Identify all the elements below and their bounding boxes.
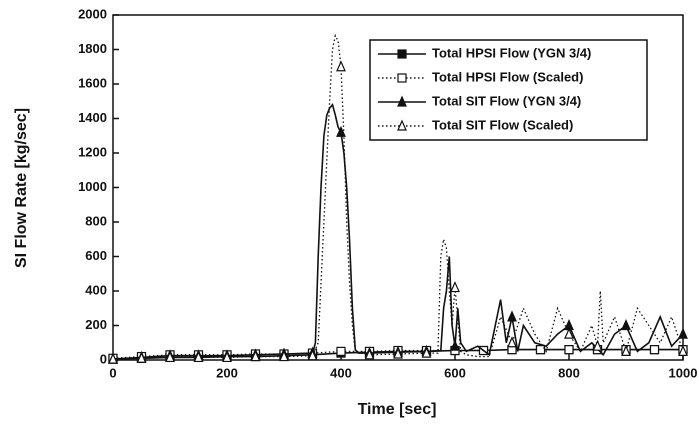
y-tick-label: 600 (85, 248, 107, 263)
x-tick-label: 600 (444, 365, 466, 380)
y-tick-label: 200 (85, 317, 107, 332)
series-line (112, 102, 684, 360)
marker (364, 348, 375, 360)
x-axis-label: Time [sec] (358, 401, 437, 418)
marker (397, 49, 407, 59)
marker (397, 119, 407, 131)
marker (336, 60, 346, 72)
x-tick-label: 800 (558, 365, 580, 380)
marker (535, 345, 546, 355)
marker (397, 73, 407, 83)
y-tick-label: 1600 (78, 75, 107, 90)
marker (621, 319, 631, 331)
marker (397, 95, 407, 107)
marker (222, 350, 232, 363)
legend-label: Total HPSI Flow (Scaled) (432, 69, 583, 84)
marker (621, 344, 631, 356)
x-tick-label: 0 (109, 365, 116, 380)
legend-label: Total SIT Flow (Scaled) (432, 117, 573, 132)
marker (165, 350, 175, 363)
y-tick-label: 400 (85, 282, 107, 297)
marker (108, 352, 118, 364)
y-tick-label: 2000 (78, 6, 107, 21)
marker (450, 339, 460, 351)
x-tick-label: 400 (330, 365, 352, 380)
marker (336, 125, 346, 137)
marker (678, 344, 688, 356)
marker (649, 345, 660, 355)
y-tick-label: 1000 (78, 179, 107, 194)
marker (564, 345, 574, 355)
marker (279, 350, 289, 362)
legend-box (369, 39, 648, 141)
marker (564, 327, 574, 339)
y-tick-label: 1400 (78, 110, 107, 125)
series-line (112, 33, 684, 360)
marker (393, 347, 403, 359)
y-axis-label: SI Flow Rate [kg/sec] (13, 108, 30, 268)
marker (678, 327, 688, 339)
legend-label: Total HPSI Flow (YGN 3/4) (432, 45, 591, 60)
marker (592, 339, 603, 351)
marker (250, 350, 261, 362)
x-tick-label: 200 (216, 365, 238, 380)
marker (193, 350, 204, 363)
marker (421, 346, 432, 358)
x-tick-label: 1000 (669, 365, 698, 380)
marker (507, 336, 517, 348)
marker (507, 310, 517, 322)
y-tick-label: 0 (100, 351, 107, 366)
legend-label: Total SIT Flow (YGN 3/4) (432, 93, 581, 108)
marker (450, 281, 460, 293)
y-tick-label: 800 (85, 213, 107, 228)
y-tick-label: 1800 (78, 41, 107, 56)
marker (307, 349, 318, 361)
marker (336, 346, 346, 356)
marker (136, 351, 147, 363)
y-tick-label: 1200 (78, 144, 107, 159)
